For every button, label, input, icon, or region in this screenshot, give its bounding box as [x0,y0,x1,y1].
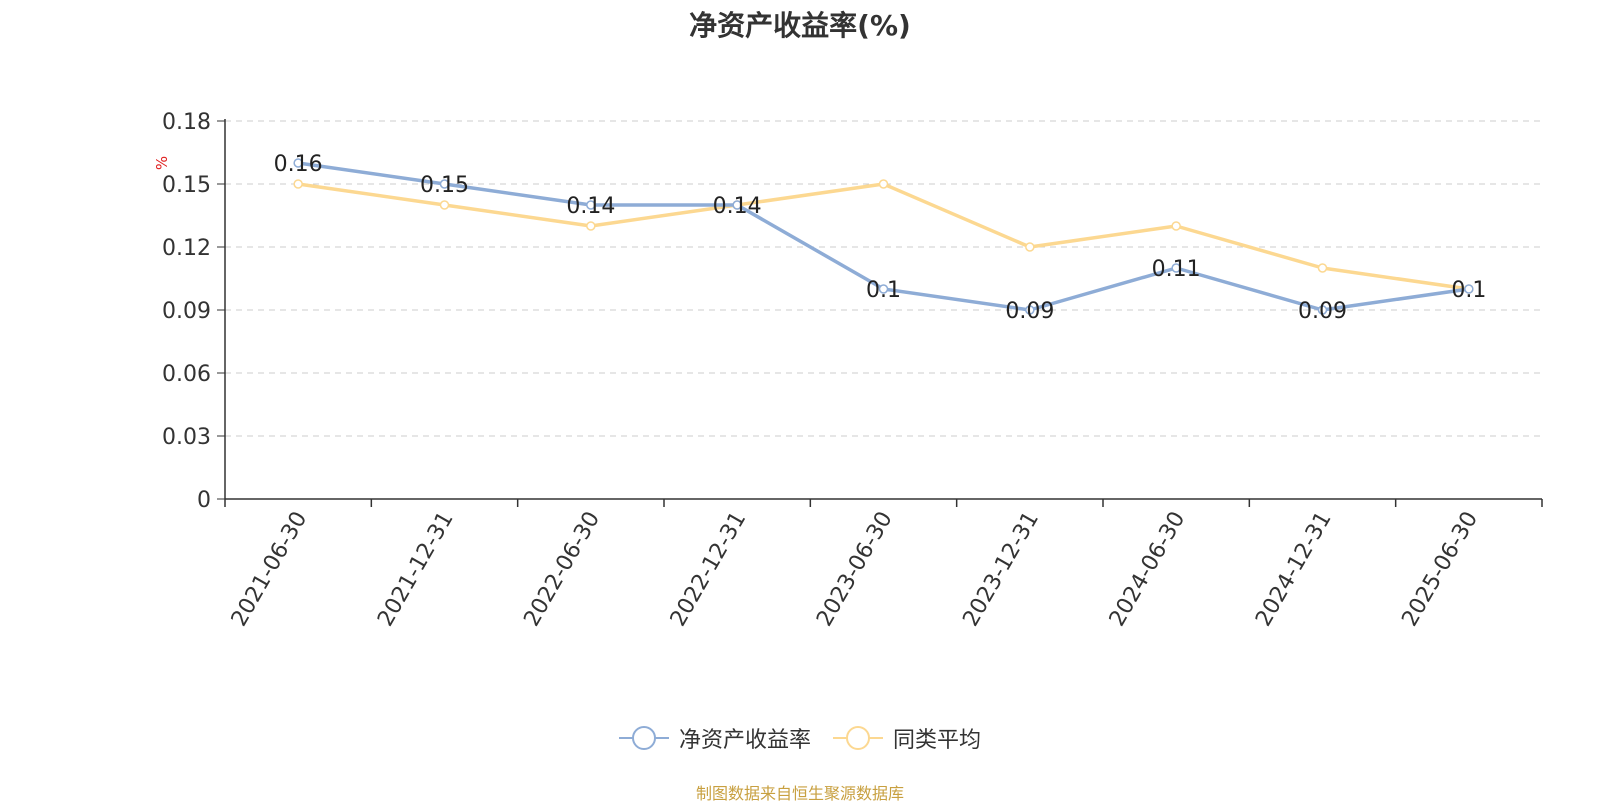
data-point [1171,221,1181,231]
data-point [586,221,596,231]
y-axis-label: % [153,156,171,170]
y-tick-label: 0 [197,488,211,513]
legend: 净资产收益率 同类平均 [0,722,1600,754]
data-point [293,179,303,189]
x-tick-label: 2024-06-30 [1105,508,1191,631]
legend-roe-label: 净资产收益率 [678,728,811,753]
x-tick-label: 2022-06-30 [519,508,605,631]
data-point [1025,305,1035,315]
x-tick-label: 2025-06-30 [1397,508,1483,631]
data-point [732,200,742,210]
series-line [297,182,1470,291]
data-point [439,179,450,189]
y-tick-label: 0.15 [162,173,211,198]
x-tick-label: 2023-12-31 [958,508,1044,631]
x-tick-label: 2021-12-31 [373,508,459,631]
data-point [878,284,889,294]
source-note: 制图数据来自恒生聚源数据库 [695,784,904,803]
x-tick-label: 2022-12-31 [666,508,752,631]
data-point [1464,284,1474,294]
data-point [1025,242,1035,252]
data-point [1317,305,1328,315]
y-tick-label: 0.03 [162,425,211,450]
legend-item-roe[interactable]: 净资产收益率 [618,722,811,754]
y-tick-label: 0.06 [162,362,211,387]
data-point [586,200,596,210]
data-label: 0.11 [1152,257,1201,282]
y-tick-label: 0.09 [162,299,211,324]
data-point [1171,263,1181,273]
legend-peer-average-label: 同类平均 [893,728,982,753]
x-tick-label: 2023-06-30 [812,508,898,631]
x-tick-label: 2024-12-31 [1251,508,1337,631]
y-tick-label: 0.12 [162,236,211,261]
data-point [878,179,889,189]
data-label: 0.1 [866,278,901,303]
data-label: 0.14 [566,194,615,219]
data-label: 0.09 [1005,299,1054,324]
data-point [293,158,303,168]
data-point [1317,263,1328,273]
legend-item-peer-average[interactable]: 同类平均 [833,722,981,754]
legend-roe-icon [618,726,669,750]
data-label: 0.14 [713,194,762,219]
data-point [439,200,450,210]
data-label: 0.1 [1451,278,1486,303]
data-label: 0.09 [1298,299,1347,324]
y-tick-label: 0.18 [162,110,211,135]
data-label: 0.15 [420,173,469,198]
legend-peer-average-icon [833,726,883,750]
data-label: 0.16 [274,152,323,177]
x-tick-label: 2021-06-30 [227,508,313,631]
chart-title: 净资产收益率(%) [689,9,911,42]
